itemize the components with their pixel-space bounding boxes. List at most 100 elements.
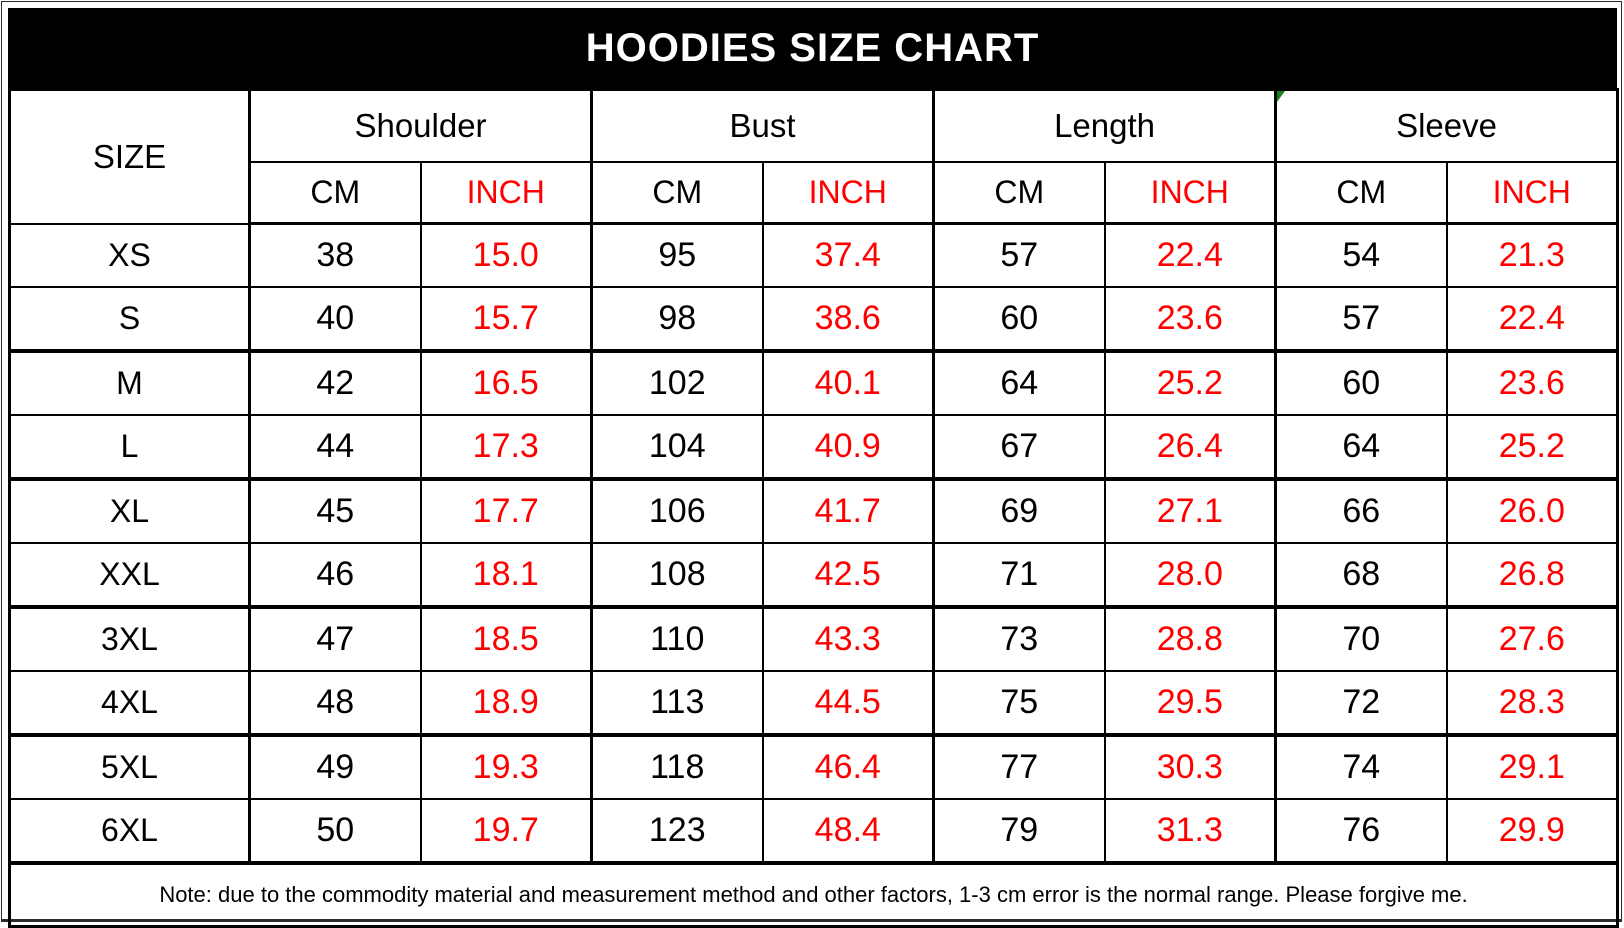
unit-shoulder-inch: INCH: [421, 162, 592, 224]
table-row: XS 38 15.0 95 37.4 57 22.4 54 21.3: [10, 224, 1618, 288]
shoulder-inch-cell: 15.7: [421, 287, 592, 351]
sleeve-inch-cell: 29.1: [1447, 735, 1618, 799]
table-row: L 44 17.3 104 40.9 67 26.4 64 25.2: [10, 415, 1618, 479]
length-cm-cell: 77: [934, 735, 1105, 799]
sleeve-cm-cell: 70: [1276, 607, 1447, 671]
table-row: 6XL 50 19.7 123 48.4 79 31.3 76 29.9: [10, 799, 1618, 863]
size-label-cell: L: [10, 415, 250, 479]
shoulder-cm-cell: 42: [250, 351, 421, 415]
bust-cm-cell: 118: [592, 735, 763, 799]
sleeve-cm-cell: 60: [1276, 351, 1447, 415]
sleeve-inch-cell: 28.3: [1447, 671, 1618, 735]
shoulder-cm-cell: 40: [250, 287, 421, 351]
sleeve-inch-cell: 21.3: [1447, 224, 1618, 288]
shoulder-inch-cell: 17.7: [421, 479, 592, 543]
note-row: Note: due to the commodity material and …: [10, 863, 1618, 927]
bust-cm-cell: 95: [592, 224, 763, 288]
sleeve-cm-cell: 66: [1276, 479, 1447, 543]
sleeve-inch-cell: 27.6: [1447, 607, 1618, 671]
unit-header-row: CM INCH CM INCH CM INCH CM INCH: [10, 162, 1618, 224]
length-cm-cell: 79: [934, 799, 1105, 863]
length-inch-cell: 23.6: [1105, 287, 1276, 351]
bust-inch-cell: 46.4: [763, 735, 934, 799]
table-row: M 42 16.5 102 40.1 64 25.2 60 23.6: [10, 351, 1618, 415]
table-body: XS 38 15.0 95 37.4 57 22.4 54 21.3 S 40 …: [10, 224, 1618, 864]
sleeve-cm-cell: 64: [1276, 415, 1447, 479]
size-label-cell: XS: [10, 224, 250, 288]
sleeve-inch-cell: 26.0: [1447, 479, 1618, 543]
size-chart-table: SIZE Shoulder Bust Length Sleeve CM INCH…: [8, 88, 1619, 928]
size-chart: HOODIES SIZE CHART SIZE Shoulder Bust Le…: [8, 8, 1617, 928]
table-row: S 40 15.7 98 38.6 60 23.6 57 22.4: [10, 287, 1618, 351]
bust-inch-cell: 48.4: [763, 799, 934, 863]
bust-cm-cell: 123: [592, 799, 763, 863]
unit-shoulder-cm: CM: [250, 162, 421, 224]
page-title: HOODIES SIZE CHART: [586, 26, 1040, 71]
bust-cm-cell: 98: [592, 287, 763, 351]
length-inch-cell: 28.8: [1105, 607, 1276, 671]
length-inch-cell: 28.0: [1105, 543, 1276, 607]
sleeve-inch-cell: 22.4: [1447, 287, 1618, 351]
length-cm-cell: 57: [934, 224, 1105, 288]
shoulder-inch-cell: 18.1: [421, 543, 592, 607]
size-label-cell: XL: [10, 479, 250, 543]
note-text: Note: due to the commodity material and …: [10, 863, 1618, 927]
shoulder-cm-cell: 38: [250, 224, 421, 288]
length-inch-cell: 30.3: [1105, 735, 1276, 799]
size-label-cell: 6XL: [10, 799, 250, 863]
length-inch-cell: 29.5: [1105, 671, 1276, 735]
unit-sleeve-inch: INCH: [1447, 162, 1618, 224]
unit-length-cm: CM: [934, 162, 1105, 224]
length-inch-cell: 27.1: [1105, 479, 1276, 543]
table-row: 5XL 49 19.3 118 46.4 77 30.3 74 29.1: [10, 735, 1618, 799]
bust-cm-cell: 102: [592, 351, 763, 415]
table-row: XL 45 17.7 106 41.7 69 27.1 66 26.0: [10, 479, 1618, 543]
shoulder-cm-cell: 44: [250, 415, 421, 479]
shoulder-inch-cell: 19.7: [421, 799, 592, 863]
size-label-cell: M: [10, 351, 250, 415]
length-cm-cell: 73: [934, 607, 1105, 671]
sleeve-inch-cell: 25.2: [1447, 415, 1618, 479]
bust-inch-cell: 41.7: [763, 479, 934, 543]
size-label-cell: XXL: [10, 543, 250, 607]
shoulder-cm-cell: 50: [250, 799, 421, 863]
bust-cm-cell: 113: [592, 671, 763, 735]
sleeve-inch-cell: 23.6: [1447, 351, 1618, 415]
shoulder-cm-cell: 49: [250, 735, 421, 799]
col-group-bust: Bust: [592, 90, 934, 163]
shoulder-inch-cell: 15.0: [421, 224, 592, 288]
size-label-cell: 4XL: [10, 671, 250, 735]
sleeve-cm-cell: 57: [1276, 287, 1447, 351]
sleeve-cm-cell: 74: [1276, 735, 1447, 799]
shoulder-inch-cell: 16.5: [421, 351, 592, 415]
sleeve-cm-cell: 72: [1276, 671, 1447, 735]
unit-sleeve-cm: CM: [1276, 162, 1447, 224]
shoulder-cm-cell: 46: [250, 543, 421, 607]
shoulder-inch-cell: 18.5: [421, 607, 592, 671]
shoulder-inch-cell: 17.3: [421, 415, 592, 479]
length-cm-cell: 67: [934, 415, 1105, 479]
sleeve-cm-cell: 68: [1276, 543, 1447, 607]
length-inch-cell: 25.2: [1105, 351, 1276, 415]
group-header-row: SIZE Shoulder Bust Length Sleeve: [10, 90, 1618, 163]
length-inch-cell: 31.3: [1105, 799, 1276, 863]
bust-inch-cell: 38.6: [763, 287, 934, 351]
bust-inch-cell: 42.5: [763, 543, 934, 607]
unit-length-inch: INCH: [1105, 162, 1276, 224]
size-label-cell: S: [10, 287, 250, 351]
bust-inch-cell: 37.4: [763, 224, 934, 288]
shoulder-cm-cell: 48: [250, 671, 421, 735]
bust-cm-cell: 108: [592, 543, 763, 607]
bust-cm-cell: 110: [592, 607, 763, 671]
sleeve-cm-cell: 54: [1276, 224, 1447, 288]
unit-bust-cm: CM: [592, 162, 763, 224]
bust-inch-cell: 44.5: [763, 671, 934, 735]
shoulder-cm-cell: 45: [250, 479, 421, 543]
shoulder-cm-cell: 47: [250, 607, 421, 671]
length-cm-cell: 71: [934, 543, 1105, 607]
size-label-cell: 5XL: [10, 735, 250, 799]
col-group-sleeve: Sleeve: [1276, 90, 1618, 163]
bust-inch-cell: 43.3: [763, 607, 934, 671]
sleeve-inch-cell: 26.8: [1447, 543, 1618, 607]
col-group-shoulder: Shoulder: [250, 90, 592, 163]
